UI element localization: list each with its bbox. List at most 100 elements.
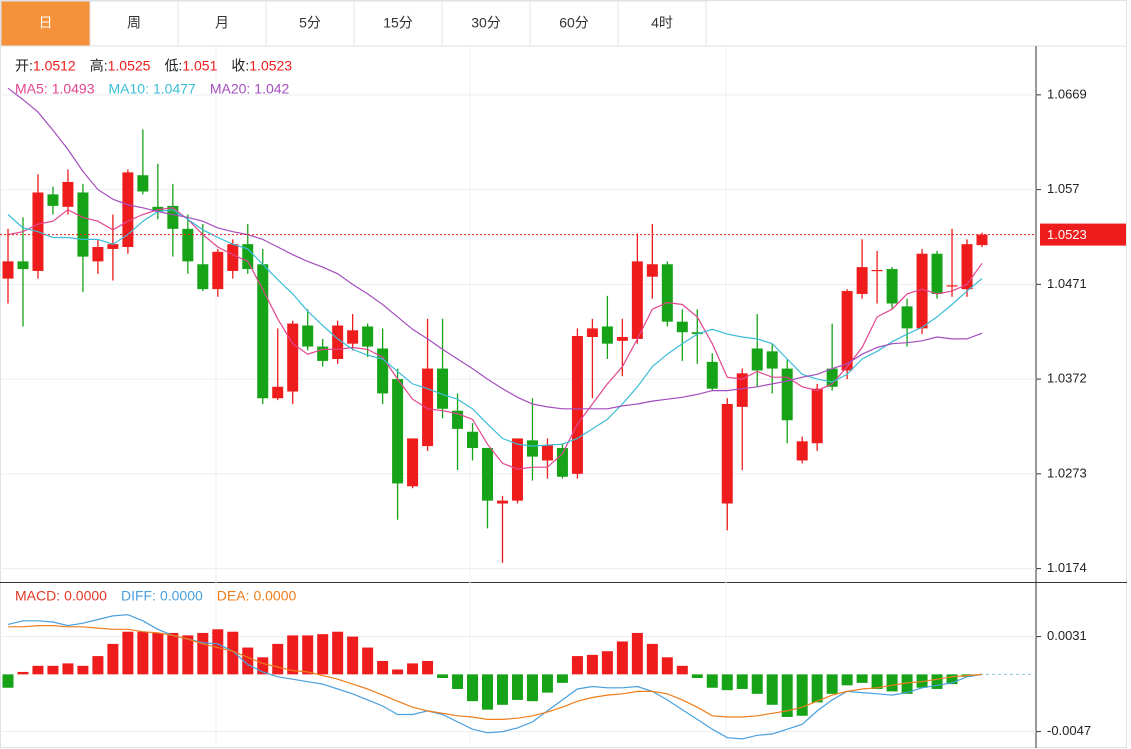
- y-tick-label: 1.0372: [1047, 371, 1087, 386]
- candle-body: [407, 438, 419, 487]
- macd-bar: [332, 631, 344, 675]
- macd-bar: [826, 674, 838, 694]
- tab-label[interactable]: 日: [39, 15, 53, 31]
- candle-body: [467, 431, 479, 449]
- macd-bar: [32, 665, 44, 675]
- y-tick-label: -0.0047: [1047, 723, 1091, 738]
- candle-body: [721, 403, 733, 504]
- legend-label: DIFF:: [121, 588, 156, 604]
- indicator-line: [7, 207, 983, 470]
- tab[interactable]: 5分: [265, 0, 355, 47]
- tab-label[interactable]: 4时: [651, 15, 673, 31]
- y-tick-label: 1.0471: [1047, 276, 1087, 291]
- candle-body: [841, 291, 853, 371]
- candle-body: [2, 261, 14, 279]
- tab[interactable]: 日: [0, 0, 91, 47]
- macd-bar: [916, 674, 928, 688]
- macd-bar: [377, 660, 389, 675]
- legend-value: 0.0000: [160, 588, 203, 604]
- macd-bar: [526, 674, 538, 702]
- candle-body: [302, 325, 314, 347]
- legend-label: 低:: [164, 58, 182, 74]
- macd-bar: [511, 674, 523, 700]
- candle-body: [287, 323, 299, 392]
- macd-bar: [766, 674, 778, 705]
- candle-body: [272, 386, 284, 399]
- tab-label[interactable]: 15分: [383, 15, 413, 31]
- tab[interactable]: 30分: [441, 0, 531, 47]
- y-tick-label: 1.0669: [1047, 86, 1087, 101]
- candle-body: [976, 234, 988, 246]
- candle-body: [766, 351, 778, 369]
- tab[interactable]: 4时: [617, 0, 707, 47]
- tab-label[interactable]: 月: [215, 15, 229, 31]
- macd-bar: [302, 635, 314, 675]
- candle-body: [452, 410, 464, 429]
- tab-bar: 日 周 月 5分 15分 30分 60分 4时: [0, 0, 707, 47]
- tab-bg[interactable]: [89, 0, 179, 47]
- candle-body: [616, 336, 628, 341]
- macd-bar: [556, 674, 568, 683]
- macd-bar: [197, 632, 209, 675]
- macd-bar: [811, 674, 823, 703]
- candle-body: [92, 247, 104, 262]
- tab[interactable]: 周: [89, 0, 179, 47]
- tab-bg[interactable]: [0, 0, 91, 47]
- last-price-box: [1040, 223, 1126, 246]
- macd-bar: [212, 629, 224, 675]
- macd-bar: [122, 631, 134, 675]
- macd-bar: [2, 674, 14, 688]
- legend-label: MACD:: [15, 588, 60, 604]
- candle-body: [826, 368, 838, 387]
- tab-label[interactable]: 60分: [559, 15, 589, 31]
- candle-body: [77, 192, 89, 257]
- candle-body: [871, 269, 883, 272]
- candle-body: [526, 440, 538, 457]
- macd-bar: [182, 635, 194, 675]
- candle-body: [601, 326, 613, 344]
- macd-bar: [886, 674, 898, 692]
- legend-value: 1.0512: [33, 58, 76, 74]
- tab-bg[interactable]: [529, 0, 619, 47]
- candle-body: [62, 181, 74, 207]
- candle-body: [811, 388, 823, 444]
- macd-bar: [496, 674, 508, 705]
- macd-bar: [736, 674, 748, 689]
- candle-body: [856, 267, 868, 294]
- candle-body: [961, 244, 973, 290]
- candle-body: [212, 251, 224, 290]
- y-tick-label: 1.0273: [1047, 465, 1087, 480]
- tab-label[interactable]: 周: [127, 15, 141, 31]
- legend-value: 1.0523: [249, 58, 292, 74]
- candle-body: [631, 261, 643, 339]
- legend-label: 收:: [231, 58, 249, 74]
- macd-bar: [646, 643, 658, 675]
- candle-body: [946, 285, 958, 287]
- macd-bar: [17, 671, 29, 675]
- macd-bar: [467, 674, 479, 702]
- tab-bg[interactable]: [353, 0, 443, 47]
- indicator-line: [7, 209, 983, 447]
- macd-bar: [601, 651, 613, 675]
- y-tick-label: 1.057: [1047, 181, 1080, 196]
- tab[interactable]: 月: [177, 0, 267, 47]
- tab-label[interactable]: 5分: [299, 15, 321, 31]
- last-price-label: 1.0523: [1047, 227, 1087, 242]
- legend-value: 1.042: [254, 81, 289, 97]
- legend-value: 0.0000: [64, 588, 107, 604]
- tab[interactable]: 60分: [529, 0, 619, 47]
- macd-bar: [242, 647, 254, 675]
- tab[interactable]: 15分: [353, 0, 443, 47]
- macd-bar: [257, 657, 269, 675]
- candle-body: [362, 326, 374, 347]
- macd-bar: [287, 635, 299, 675]
- macd-bar: [107, 643, 119, 675]
- tab-label[interactable]: 30分: [471, 15, 501, 31]
- macd-bar: [482, 674, 494, 710]
- candle-body: [751, 348, 763, 371]
- macd-bar: [541, 674, 553, 693]
- candle-body: [182, 228, 194, 262]
- macd-bar: [751, 674, 763, 694]
